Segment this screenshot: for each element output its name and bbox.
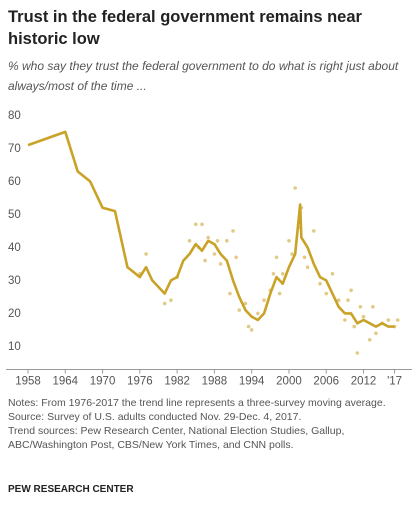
survey-dot (349, 288, 353, 293)
y-tick-label: 70 (8, 143, 21, 155)
survey-dot (367, 338, 372, 342)
survey-dot (346, 298, 350, 303)
survey-dot (358, 305, 363, 309)
note: Notes: From 1976-2017 the trend line rep… (8, 397, 386, 409)
survey-dot (352, 324, 356, 329)
survey-dot (318, 281, 322, 286)
source: PEW RESEARCH CENTER (8, 484, 134, 495)
y-tick-label: 50 (8, 209, 21, 221)
x-tick-label: 2006 (313, 376, 339, 388)
survey-dot (280, 272, 285, 276)
survey-dot (249, 328, 254, 332)
survey-dot (187, 239, 192, 243)
survey-dot (277, 291, 282, 296)
survey-dot (274, 255, 279, 260)
survey-dot (206, 235, 210, 240)
y-tick-label: 20 (8, 308, 21, 320)
y-tick-label: 40 (8, 242, 21, 254)
survey-dot (144, 252, 148, 256)
survey-dot (324, 291, 329, 296)
survey-dot (193, 222, 198, 227)
x-tick-label: 1994 (239, 376, 265, 388)
survey-dot (231, 229, 235, 233)
survey-dot (371, 305, 375, 309)
survey-dot (395, 318, 400, 322)
x-tick-label: 2000 (276, 376, 302, 388)
x-tick-label: 1964 (52, 376, 78, 388)
survey-dot (218, 262, 223, 266)
survey-dot (169, 298, 173, 303)
survey-dot (374, 331, 378, 336)
survey-dot (234, 255, 238, 260)
survey-dot (290, 252, 294, 256)
survey-dot (246, 324, 251, 329)
x-tick-label: '17 (387, 376, 402, 388)
x-tick-label: 1976 (127, 376, 153, 388)
notes: Notes: From 1976-2017 the trend line rep… (8, 396, 408, 452)
survey-dot (200, 222, 204, 227)
survey-dot (225, 239, 229, 243)
note: Source: Survey of U.S. adults conducted … (8, 411, 302, 423)
chart: 10 20 30 40 50 60 70 80 1958 1964 1970 1976 1982 1988… (6, 110, 412, 388)
survey-dot (386, 318, 391, 322)
survey-dot (271, 272, 276, 276)
survey-dot (355, 351, 360, 355)
x-tick-label: 1970 (90, 376, 116, 388)
survey-dot (256, 311, 260, 316)
x-tick-label: 1958 (15, 376, 41, 388)
survey-dot (293, 186, 297, 190)
x-tick-label: 1988 (202, 376, 228, 388)
survey-dot (203, 258, 207, 263)
survey-dot (215, 239, 220, 243)
survey-dot (162, 301, 167, 306)
trend-line (27, 130, 395, 328)
survey-dot (330, 272, 335, 276)
survey-dot (312, 229, 316, 233)
survey-dot (336, 298, 341, 303)
survey-dot (287, 239, 291, 243)
y-tick-label: 60 (8, 176, 21, 188)
y-tick-label: 10 (8, 341, 21, 353)
y-tick-label: 80 (8, 110, 21, 122)
chart-title: Trust in the federal government remains … (8, 8, 362, 48)
note: Trend sources: Pew Research Center, Nati… (8, 425, 345, 451)
survey-dot (228, 291, 232, 296)
survey-dot (243, 301, 248, 306)
survey-dot (361, 314, 366, 319)
survey-dot (305, 265, 310, 270)
survey-dot (212, 252, 217, 256)
survey-dot (237, 308, 242, 312)
chart-subtitle: % who say they trust the federal governm… (8, 59, 399, 93)
survey-dot (343, 318, 347, 322)
survey-dot (262, 298, 266, 303)
x-tick-label: 1982 (164, 376, 190, 388)
x-tick-label: 2012 (351, 376, 377, 388)
y-tick-label: 30 (8, 275, 21, 287)
survey-dot (302, 255, 307, 260)
